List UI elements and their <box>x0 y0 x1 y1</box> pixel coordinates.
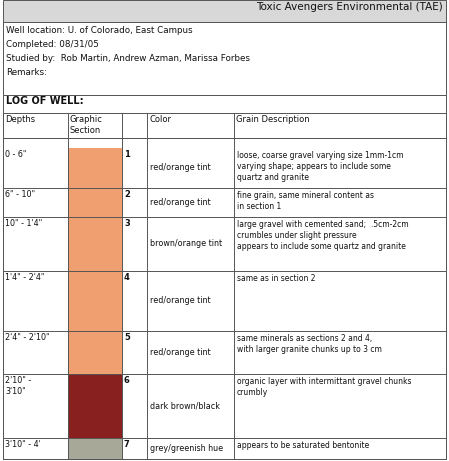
Text: loose, coarse gravel varying size 1mm-1cm
varying shape; appears to include some: loose, coarse gravel varying size 1mm-1c… <box>237 151 404 182</box>
Text: LOG OF WELL:: LOG OF WELL: <box>6 96 84 106</box>
Text: 5: 5 <box>124 332 130 342</box>
Text: Depths: Depths <box>5 115 35 124</box>
Text: 2'10" -
3'10": 2'10" - 3'10" <box>5 376 31 396</box>
Bar <box>3 22 446 95</box>
Text: dark brown/black: dark brown/black <box>150 402 220 411</box>
Bar <box>68 374 122 438</box>
Text: Completed: 08/31/05: Completed: 08/31/05 <box>6 40 99 49</box>
Text: red/orange tint: red/orange tint <box>150 163 211 172</box>
Text: appears to be saturated bentonite: appears to be saturated bentonite <box>237 441 369 450</box>
Text: organic layer with intermittant gravel chunks
crumbly: organic layer with intermittant gravel c… <box>237 377 411 397</box>
Text: grey/greenish hue: grey/greenish hue <box>150 444 223 453</box>
Text: 2: 2 <box>124 190 130 199</box>
Text: 7: 7 <box>124 440 130 449</box>
Text: 1'4" - 2'4": 1'4" - 2'4" <box>5 273 44 282</box>
Text: large gravel with cemented sand;  .5cm-2cm
crumbles under slight pressure
appear: large gravel with cemented sand; .5cm-2c… <box>237 219 409 251</box>
Text: 0 - 6": 0 - 6" <box>5 150 26 159</box>
Text: same as in section 2: same as in section 2 <box>237 274 316 283</box>
Bar <box>68 331 122 374</box>
Bar <box>68 438 122 459</box>
Text: 10" - 1'4": 10" - 1'4" <box>5 219 42 228</box>
Text: red/orange tint: red/orange tint <box>150 348 211 357</box>
Text: Grain Description: Grain Description <box>236 115 310 124</box>
Text: 2'4" - 2'10": 2'4" - 2'10" <box>5 332 50 342</box>
Text: brown/orange tint: brown/orange tint <box>150 239 222 248</box>
Bar <box>3 138 446 459</box>
Text: Remarks:: Remarks: <box>6 68 47 77</box>
Text: Color: Color <box>149 115 171 124</box>
Bar <box>68 271 122 331</box>
Text: Toxic Avengers Environmental (TAE): Toxic Avengers Environmental (TAE) <box>256 2 443 12</box>
Text: red/orange tint: red/orange tint <box>150 198 211 207</box>
Text: Well location: U. of Colorado, East Campus: Well location: U. of Colorado, East Camp… <box>6 26 193 35</box>
Text: 4: 4 <box>124 273 130 282</box>
Bar <box>3 0 446 22</box>
Text: 6" - 10": 6" - 10" <box>5 190 35 199</box>
Text: 6: 6 <box>124 376 130 385</box>
Text: fine grain, same mineral content as
in section 1: fine grain, same mineral content as in s… <box>237 191 374 211</box>
Text: 1: 1 <box>124 150 130 159</box>
Bar <box>68 148 122 188</box>
Text: red/orange tint: red/orange tint <box>150 296 211 305</box>
Bar <box>68 188 122 217</box>
Text: 3: 3 <box>124 219 130 228</box>
Text: 3'10" - 4': 3'10" - 4' <box>5 440 41 449</box>
Bar <box>3 113 446 138</box>
Text: Graphic
Section: Graphic Section <box>70 115 103 135</box>
Text: same minerals as sections 2 and 4,
with larger granite chunks up to 3 cm: same minerals as sections 2 and 4, with … <box>237 334 382 354</box>
Text: Studied by:  Rob Martin, Andrew Azman, Marissa Forbes: Studied by: Rob Martin, Andrew Azman, Ma… <box>6 54 250 63</box>
Bar <box>68 217 122 271</box>
Bar <box>3 95 446 113</box>
